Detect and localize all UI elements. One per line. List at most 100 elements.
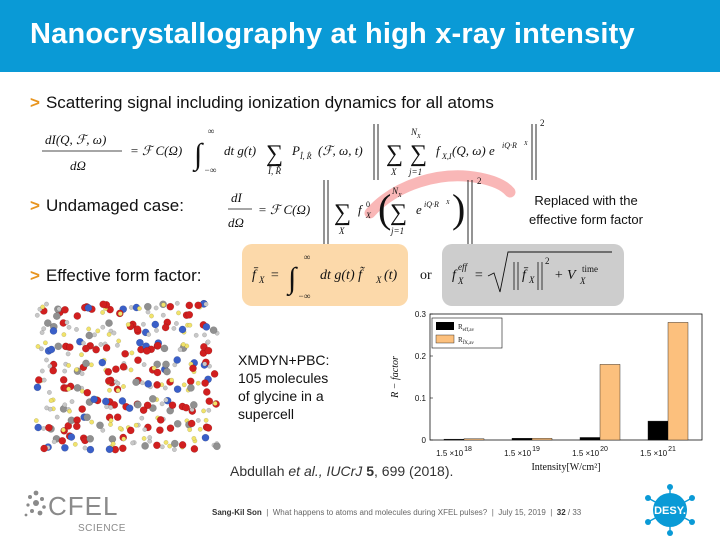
bullet-scattering-text: Scattering signal including ionization d…	[45, 93, 494, 112]
svg-text:(t): (t)	[384, 268, 398, 283]
atom	[82, 359, 90, 368]
atom	[178, 441, 187, 449]
x-axis-label: Intensity[W/cm²]	[531, 462, 600, 473]
svg-text:∞: ∞	[304, 252, 310, 262]
atom	[90, 395, 98, 404]
atom	[113, 413, 122, 421]
atom	[78, 405, 87, 413]
desy-logo: DESY.	[645, 484, 695, 536]
atom	[62, 368, 68, 374]
atom	[115, 342, 120, 348]
atom	[79, 352, 84, 358]
atom	[187, 419, 196, 428]
atom	[163, 367, 171, 376]
slide-title: Nanocrystallography at high x-ray intens…	[30, 18, 635, 50]
x-tick-label: 1.5 ×1018	[436, 446, 472, 458]
atom	[190, 445, 199, 453]
svg-text:2: 2	[545, 256, 550, 266]
atom	[151, 365, 157, 371]
atom	[39, 368, 45, 374]
caption-line: supercell	[238, 406, 295, 422]
eff-ff-sqrt-box	[442, 244, 624, 306]
atom	[72, 441, 78, 447]
atom	[134, 400, 142, 409]
atom	[166, 302, 175, 311]
x-tick-label: 1.5 ×1020	[572, 446, 608, 458]
svg-text:dI(Q, ℱ, ω): dI(Q, ℱ, ω)	[45, 132, 106, 147]
atom	[202, 332, 207, 338]
atom	[132, 378, 140, 386]
atom	[203, 301, 209, 307]
svg-text:dt g(t): dt g(t)	[224, 143, 256, 158]
atom	[108, 405, 114, 410]
svg-text:2: 2	[540, 118, 545, 128]
atom	[141, 321, 146, 327]
atom	[153, 368, 162, 377]
atom	[98, 358, 107, 367]
title-bar: Nanocrystallography at high x-ray intens…	[0, 0, 720, 72]
svg-text:X: X	[375, 275, 382, 285]
atom	[203, 417, 209, 423]
atom	[171, 447, 177, 453]
atom	[171, 326, 177, 331]
svg-text:N: N	[391, 186, 399, 196]
atom	[166, 424, 175, 432]
atom	[56, 306, 62, 312]
svg-text:X: X	[390, 167, 397, 177]
atom	[49, 327, 58, 335]
atom	[40, 444, 48, 453]
svg-text:X: X	[528, 275, 535, 285]
atom	[47, 345, 56, 354]
atom	[111, 330, 117, 336]
y-tick-label: 0.1	[415, 394, 427, 403]
atom	[202, 388, 211, 396]
atom	[201, 379, 209, 387]
svg-text:X: X	[523, 141, 528, 147]
atom	[34, 423, 42, 432]
atom	[201, 408, 207, 414]
atom	[121, 436, 127, 442]
svg-text:N: N	[410, 127, 418, 137]
atom	[186, 377, 195, 386]
atom	[105, 445, 114, 454]
atom	[44, 357, 49, 363]
bar-eff-1	[511, 438, 533, 441]
atom	[201, 433, 210, 442]
atom	[205, 339, 211, 345]
or-text: or	[420, 268, 432, 283]
svg-text:X: X	[365, 211, 372, 220]
atom	[121, 350, 129, 358]
atom	[213, 442, 221, 451]
atom	[41, 426, 47, 431]
svg-text:Reff,av: Reff,av	[458, 323, 475, 333]
atom	[86, 326, 92, 332]
svg-text:e: e	[416, 202, 422, 217]
atom	[33, 383, 42, 392]
svg-text:∞: ∞	[208, 126, 214, 136]
atom	[64, 319, 70, 325]
atom	[153, 305, 159, 311]
bullet-mark: >	[30, 196, 40, 215]
atom	[128, 367, 134, 373]
svg-text:X: X	[445, 200, 450, 206]
atom	[173, 385, 182, 393]
atom	[143, 401, 152, 410]
atom	[92, 332, 97, 338]
atom	[52, 312, 61, 320]
atom	[130, 440, 136, 446]
footer-talk: What happens to atoms and molecules duri…	[272, 508, 488, 517]
bar-fx-0	[463, 438, 485, 441]
atom	[41, 377, 47, 383]
legend-label-fx: R	[458, 336, 463, 344]
r-factor-bar-chart: 0 0.1 0.2 0.3 1.5 ×1018 1.5 ×1019 1.5 ×1020 1.…	[390, 310, 703, 473]
legend-label-eff: R	[458, 323, 463, 331]
atom	[81, 340, 86, 346]
svg-text:∑: ∑	[410, 141, 427, 167]
atom	[153, 441, 161, 450]
svg-text:∫: ∫	[286, 262, 298, 297]
citation: Abdullah et al., IUCrJ 5, 699 (2018).	[230, 463, 453, 479]
atom	[99, 300, 107, 309]
atom	[174, 300, 180, 306]
atom	[58, 436, 67, 445]
svg-text:X,I: X,I	[441, 152, 452, 161]
